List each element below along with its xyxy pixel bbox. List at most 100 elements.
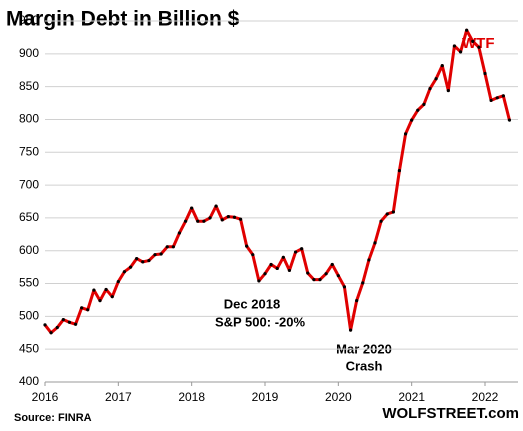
point [128, 265, 133, 269]
annotation: Crash [346, 358, 383, 373]
point [116, 279, 120, 284]
point [208, 216, 212, 220]
y-tick-label: 400 [19, 374, 39, 388]
point [287, 268, 292, 273]
point [104, 287, 108, 292]
x-tick-label: 2016 [32, 390, 59, 404]
point [202, 219, 206, 223]
y-tick-label: 900 [19, 46, 39, 60]
point [348, 328, 353, 332]
point [269, 262, 273, 267]
y-tick-label: 450 [19, 341, 39, 355]
point [226, 214, 230, 219]
chart-title: Margin Debt in Billion $ [6, 8, 240, 31]
point [183, 219, 188, 223]
x-tick-label: 2018 [178, 390, 205, 404]
point [446, 88, 450, 93]
point [141, 260, 145, 264]
point [452, 44, 457, 48]
point [385, 212, 389, 216]
point [177, 231, 182, 235]
point [373, 241, 377, 245]
point [67, 320, 72, 324]
point [324, 272, 328, 276]
point [257, 279, 261, 283]
point [465, 28, 469, 32]
point [153, 253, 157, 257]
point [238, 217, 243, 221]
point [86, 308, 90, 312]
point [312, 278, 316, 282]
point [61, 318, 65, 322]
point [410, 118, 414, 122]
x-tick-label: 2021 [398, 390, 425, 404]
point [165, 245, 169, 249]
point [159, 252, 163, 256]
y-tick-label: 650 [19, 210, 39, 224]
watermark: WOLFSTREET.com [382, 405, 519, 422]
point [171, 245, 175, 249]
point [416, 108, 420, 112]
point [275, 266, 279, 271]
point [232, 215, 237, 219]
point [428, 87, 432, 91]
point [501, 94, 505, 98]
point [49, 331, 53, 335]
point [336, 274, 340, 278]
point [330, 262, 334, 267]
point [73, 322, 78, 326]
point [196, 219, 200, 223]
point [55, 325, 59, 330]
point [43, 323, 47, 327]
y-tick-label: 750 [19, 144, 39, 158]
y-tick-label: 850 [19, 79, 39, 93]
point [507, 118, 512, 122]
point [80, 306, 84, 310]
point [422, 102, 426, 106]
point [110, 295, 114, 299]
point [98, 299, 102, 303]
point [495, 96, 499, 100]
annotation: Dec 2018 [224, 296, 280, 311]
point [471, 39, 475, 43]
point [190, 206, 194, 210]
point [293, 250, 298, 254]
y-tick-label: 600 [19, 243, 39, 257]
y-tick-label: 950 [19, 13, 39, 27]
point [147, 258, 151, 263]
point [403, 132, 408, 136]
annotation: S&P 500: -20% [215, 314, 306, 329]
point [397, 169, 402, 173]
point [483, 71, 487, 76]
point [391, 210, 395, 214]
point [122, 270, 127, 274]
point [477, 45, 481, 49]
x-tick-label: 2022 [472, 390, 499, 404]
source: Source: FINRA [14, 412, 92, 424]
point [306, 271, 310, 275]
y-tick-label: 550 [19, 276, 39, 290]
y-tick-label: 500 [19, 309, 39, 323]
x-tick-label: 2019 [252, 390, 279, 404]
point [379, 219, 383, 223]
point [355, 299, 359, 303]
point [281, 255, 285, 259]
point [220, 218, 224, 222]
point [440, 64, 444, 68]
x-tick-label: 2017 [105, 390, 132, 404]
x-tick-label: 2020 [325, 390, 352, 404]
point [318, 278, 322, 282]
point [434, 77, 438, 81]
point [135, 257, 139, 261]
y-tick-label: 800 [19, 112, 39, 126]
point [489, 98, 493, 103]
point [92, 288, 96, 292]
point [300, 247, 304, 251]
point [251, 253, 255, 257]
point [263, 272, 267, 276]
point [245, 244, 249, 248]
point [367, 258, 371, 262]
point [214, 204, 218, 208]
line [43, 28, 511, 335]
